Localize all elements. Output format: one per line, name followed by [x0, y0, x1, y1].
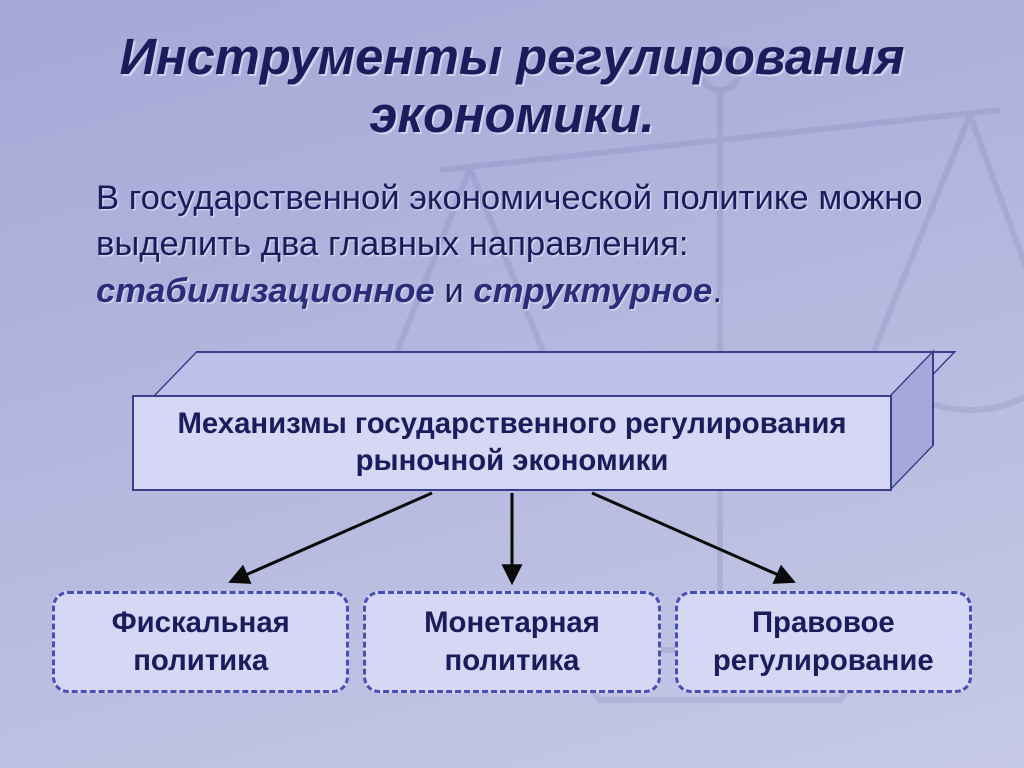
body-suffix: . — [712, 272, 722, 310]
slide-content: Инструменты регулирования экономики. В г… — [60, 28, 964, 711]
slide-title: Инструменты регулирования экономики. — [60, 28, 964, 145]
children-row: Фискальная политика Монетарная политика … — [52, 591, 972, 693]
root-box-label: Механизмы государственного регулирования… — [154, 406, 870, 479]
root-box-top-face — [154, 351, 956, 395]
body-prefix: В государственной экономической политике… — [96, 179, 923, 264]
child-box-fiscal: Фискальная политика — [52, 591, 349, 693]
body-em-1: стабилизационное — [96, 272, 435, 310]
child-label: Монетарная политика — [378, 604, 645, 680]
child-label: Правовое регулирование — [690, 604, 957, 680]
arrow-right — [592, 493, 792, 581]
child-label: Фискальная политика — [67, 604, 334, 680]
root-box-3d: Механизмы государственного регулирования… — [132, 351, 892, 491]
slide: Инструменты регулирования экономики. В г… — [0, 0, 1024, 768]
body-paragraph: В государственной экономической политике… — [60, 175, 964, 315]
root-box-front-face: Механизмы государственного регулирования… — [132, 395, 892, 491]
child-box-legal: Правовое регулирование — [675, 591, 972, 693]
child-box-monetary: Монетарная политика — [363, 591, 660, 693]
connector-arrows — [102, 483, 922, 593]
hierarchy-diagram: Механизмы государственного регулирования… — [60, 351, 964, 711]
arrow-left — [232, 493, 432, 581]
body-mid: и — [435, 272, 474, 310]
body-em-2: структурное — [473, 272, 712, 310]
